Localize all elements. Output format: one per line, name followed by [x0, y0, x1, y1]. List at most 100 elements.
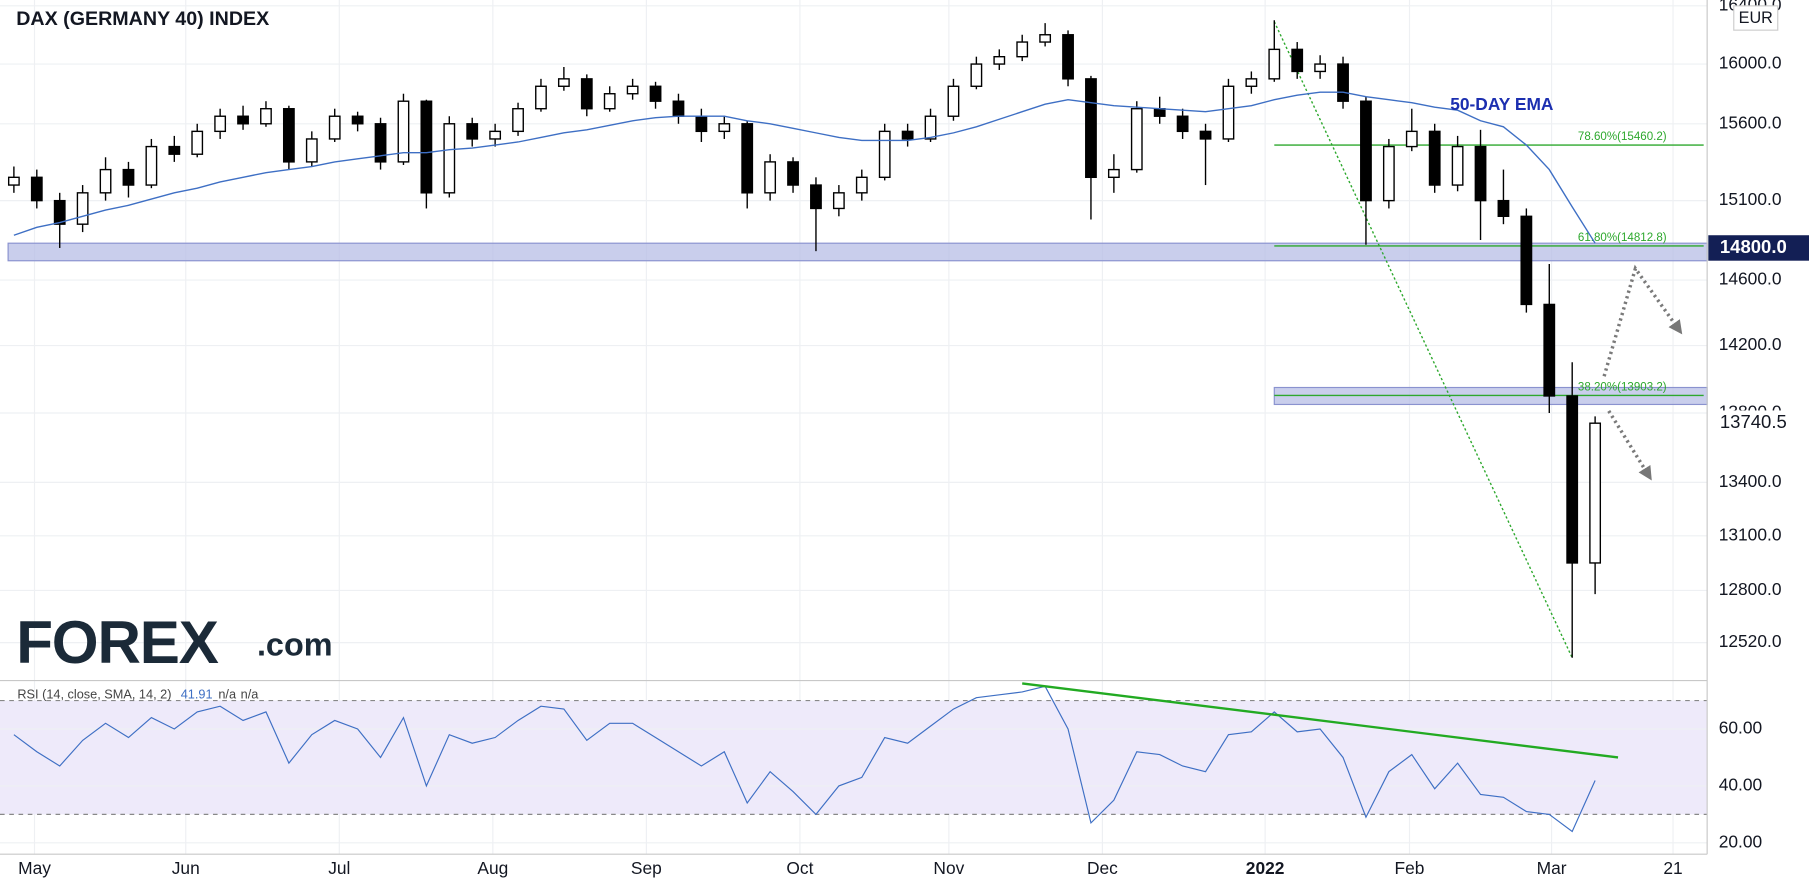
x-tick-label: Mar: [1537, 858, 1567, 878]
rsi-band: [0, 700, 1708, 815]
y-tick-label: 13100.0: [1719, 524, 1782, 544]
y-tick-label: 12520.0: [1719, 631, 1782, 651]
candle-body: [1062, 34, 1074, 80]
x-tick-label: Oct: [786, 858, 813, 878]
candle-body: [672, 100, 685, 117]
fib-label: 78.60%(15460.2): [1578, 131, 1667, 143]
candle-body: [397, 100, 410, 163]
y-tick-label: 14600.0: [1719, 269, 1782, 289]
x-tick-label: 2022: [1246, 858, 1285, 878]
candle-body: [76, 192, 89, 225]
price-badge: [1708, 410, 1809, 436]
candle-body: [145, 145, 158, 186]
candle-body: [718, 123, 731, 133]
candle-body: [1474, 145, 1487, 202]
candle-body: [374, 123, 387, 163]
candle-body: [1428, 130, 1441, 186]
y-tick-label: 16000.0: [1719, 53, 1782, 73]
candle-body: [351, 115, 364, 125]
candle-body: [695, 115, 708, 133]
candle-body: [282, 108, 295, 163]
candle-body: [764, 161, 777, 194]
candle-body: [1382, 145, 1395, 202]
x-tick-label: May: [18, 858, 51, 878]
x-tick-label: Jul: [328, 858, 350, 878]
candle-body: [1405, 130, 1418, 148]
x-tick-label: Feb: [1395, 858, 1425, 878]
rsi-trend-line: [1022, 682, 1619, 759]
candle-body: [1016, 41, 1029, 58]
candle-body: [1107, 168, 1120, 179]
candle-body: [901, 130, 914, 140]
currency: EUR: [1739, 9, 1773, 27]
candle-body: [1085, 78, 1097, 179]
candle-body: [1566, 395, 1579, 564]
fib-label: 38.20%(13903.2): [1578, 381, 1667, 393]
candle-body: [1199, 130, 1212, 140]
price-badge: [1708, 235, 1809, 261]
candle-body: [1360, 100, 1372, 202]
x-tick-label: Aug: [477, 858, 508, 878]
projection-arrow: [1602, 264, 1683, 377]
candle-body: [1245, 78, 1258, 87]
x-tick-label: Jun: [172, 858, 200, 878]
rsi-last-value: 41.91: [181, 687, 213, 702]
candle-body: [878, 130, 891, 179]
price-badge-label: 13740.5: [1720, 411, 1787, 432]
logo-suffix: .com: [257, 627, 333, 663]
y-tick-label: 40.00: [1719, 774, 1762, 794]
candle-body: [7, 176, 20, 186]
logo-brand: FOREX: [16, 609, 219, 676]
candle-body: [214, 115, 227, 133]
x-tick-label: 21: [1663, 858, 1682, 878]
trend-line: [1273, 21, 1573, 659]
candle-body: [741, 123, 754, 194]
candle-body: [305, 138, 318, 163]
candle-body: [557, 78, 570, 87]
x-tick-label: Sep: [631, 858, 662, 878]
rsi-title-text: RSI (14, close, SMA, 14, 2): [17, 687, 171, 702]
x-tick-label: Nov: [933, 858, 964, 878]
candle-body: [947, 85, 960, 117]
candle-body: [328, 115, 341, 140]
candle-body: [1520, 215, 1533, 306]
ema-label: 50-DAY EMA: [1450, 94, 1554, 114]
candle-body: [420, 100, 433, 194]
candle-body: [1153, 108, 1166, 117]
candle-body: [1497, 199, 1510, 217]
grid: [0, 0, 1708, 855]
candle-body: [924, 115, 937, 140]
candle-body: [1589, 422, 1602, 564]
x-tick-label: Dec: [1087, 858, 1118, 878]
rsi-title: RSI (14, close, SMA, 14, 2) 41.91 n/a n/a: [17, 687, 259, 702]
candle-body: [1337, 63, 1349, 102]
chart-title: DAX (GERMANY 40) INDEX: [16, 8, 269, 30]
candle-body: [810, 184, 822, 210]
plot-area: 78.60%(15460.2) 61.80%(14812.8) 38.20%(139…: [7, 20, 1708, 833]
candle-body: [1451, 145, 1464, 186]
candle-body: [168, 145, 181, 155]
candle-body: [237, 115, 249, 125]
y-tick-label: 60.00: [1719, 718, 1762, 738]
candle-body: [489, 130, 502, 140]
fib-label: 61.80%(14812.8): [1578, 232, 1667, 244]
candle-body: [122, 168, 135, 186]
candle-body: [787, 161, 799, 186]
price-badge-label: 14800.0: [1720, 236, 1787, 257]
y-tick-label: 13400.0: [1719, 471, 1782, 491]
candle-body: [99, 168, 112, 194]
currency-box: [1733, 5, 1779, 31]
ema-line: [13, 91, 1596, 244]
projection-arrow: [1607, 410, 1652, 481]
candle-body: [993, 56, 1006, 65]
candle-body: [603, 93, 616, 110]
candle-body: [260, 108, 272, 125]
candle-body: [535, 85, 547, 110]
candle-body: [191, 130, 204, 155]
candle-body: [649, 85, 662, 102]
candle-body: [53, 199, 66, 225]
candle-body: [1314, 63, 1327, 73]
candle-body: [1130, 108, 1143, 171]
